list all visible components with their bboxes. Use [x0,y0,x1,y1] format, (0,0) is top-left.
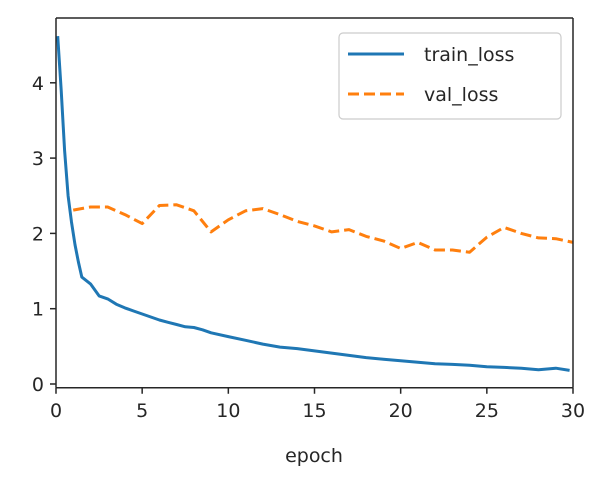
y-tick-label: 2 [32,223,44,245]
legend-val-loss-label: val_loss [424,84,498,106]
legend: train_loss val_loss [338,32,562,120]
x-axis-label: epoch [285,445,343,467]
x-tick-label: 25 [475,400,499,422]
y-tick-label: 3 [32,148,44,170]
x-tick-label: 20 [389,400,413,422]
x-tick-label: 0 [50,400,62,422]
y-tick-label: 0 [32,374,44,396]
x-tick-label: 10 [216,400,240,422]
y-tick-label: 4 [32,73,44,95]
ticks: 0 5 10 15 20 25 30 0 1 2 3 4 [32,73,585,422]
legend-train-loss-label: train_loss [424,44,514,66]
series-line-train-loss [56,36,570,372]
x-tick-label: 5 [136,400,148,422]
plot-lines [56,36,574,372]
x-tick-label: 30 [561,400,585,422]
series-line-val-loss [72,203,574,254]
x-tick-label: 15 [302,400,326,422]
y-tick-label: 1 [32,299,44,321]
